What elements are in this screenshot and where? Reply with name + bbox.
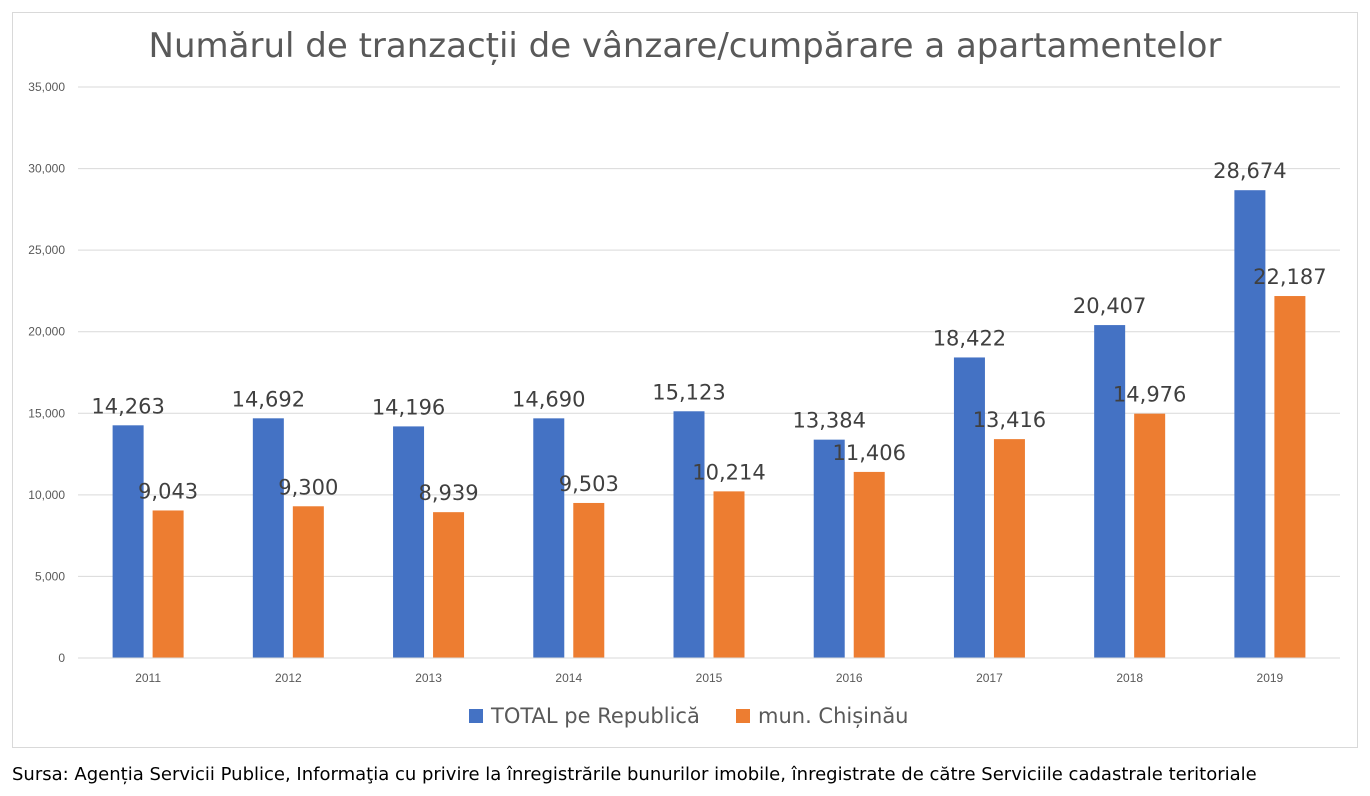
bar-chisinau-2019	[1274, 296, 1306, 658]
data-label: 22,187	[1253, 265, 1326, 289]
x-tick-label: 2018	[1116, 671, 1143, 685]
data-labels: 14,263 9,043 14,692 9,300 14,196 8,939 14,690 9…	[91, 159, 1326, 505]
x-tick-label: 2015	[696, 671, 723, 685]
x-axis: 2011 2012 2013 2014 2015 2016 2017 2018 2019	[78, 657, 1340, 685]
data-label: 9,503	[559, 472, 619, 496]
y-tick-label: 35,000	[28, 80, 65, 94]
data-label: 13,416	[973, 408, 1046, 432]
x-tick-label: 2013	[415, 671, 442, 685]
data-label: 10,214	[692, 460, 765, 484]
data-label: 13,384	[792, 409, 865, 433]
data-label: 14,692	[232, 387, 305, 411]
bar-total-2014	[533, 418, 565, 658]
y-axis: 0 5,000 10,000 15,000 20,000 25,000 30,000 35,0…	[28, 80, 65, 665]
legend: TOTAL pe Republică mun. Chișinău	[469, 704, 909, 728]
bar-total-2015	[673, 411, 705, 658]
x-tick-label: 2012	[275, 671, 302, 685]
data-label: 14,196	[372, 395, 445, 419]
bar-total-2017	[953, 357, 985, 658]
bar-chisinau-2017	[993, 439, 1025, 658]
x-tick-label: 2019	[1257, 671, 1284, 685]
y-tick-label: 0	[58, 651, 65, 665]
bar-chisinau-2016	[853, 471, 885, 658]
data-label: 8,939	[418, 481, 478, 505]
bar-total-2019	[1234, 190, 1266, 659]
x-tick-label: 2017	[976, 671, 1003, 685]
data-label: 14,263	[91, 394, 164, 418]
bars	[112, 190, 1306, 659]
bar-chisinau-2012	[292, 506, 324, 658]
y-tick-label: 25,000	[28, 243, 65, 257]
legend-swatch	[469, 709, 483, 723]
bar-chisinau-2018	[1134, 413, 1166, 658]
bar-chisinau-2013	[433, 512, 465, 658]
legend-label: TOTAL pe Republică	[490, 704, 700, 728]
bar-chisinau-2011	[152, 510, 184, 658]
bar-total-2018	[1094, 325, 1126, 658]
legend-label: mun. Chișinău	[758, 704, 909, 728]
y-tick-label: 15,000	[28, 406, 65, 420]
source-note: Sursa: Agenția Servicii Publice, Informa…	[12, 764, 1257, 785]
y-tick-label: 30,000	[28, 162, 65, 176]
y-tick-label: 10,000	[28, 488, 65, 502]
bar-chisinau-2014	[573, 502, 605, 658]
data-label: 28,674	[1213, 159, 1286, 183]
chart-title: Numărul de tranzacții de vânzare/cumpăra…	[149, 26, 1222, 66]
data-label: 18,422	[933, 326, 1006, 350]
data-label: 9,043	[138, 479, 198, 503]
data-label: 15,123	[652, 380, 725, 404]
data-label: 20,407	[1073, 294, 1146, 318]
bar-total-2012	[252, 418, 284, 658]
bar-chisinau-2015	[713, 491, 745, 658]
bar-total-2013	[393, 426, 425, 658]
x-tick-label: 2014	[555, 671, 582, 685]
y-tick-label: 5,000	[35, 569, 65, 583]
data-label: 14,690	[512, 387, 585, 411]
data-label: 9,300	[278, 475, 338, 499]
data-label: 14,976	[1113, 383, 1186, 407]
bar-total-2011	[112, 425, 144, 658]
x-tick-label: 2016	[836, 671, 863, 685]
bar-total-2016	[813, 439, 845, 658]
data-label: 11,406	[832, 441, 905, 465]
y-tick-label: 20,000	[28, 325, 65, 339]
legend-swatch	[736, 709, 750, 723]
x-tick-label: 2011	[135, 671, 161, 685]
